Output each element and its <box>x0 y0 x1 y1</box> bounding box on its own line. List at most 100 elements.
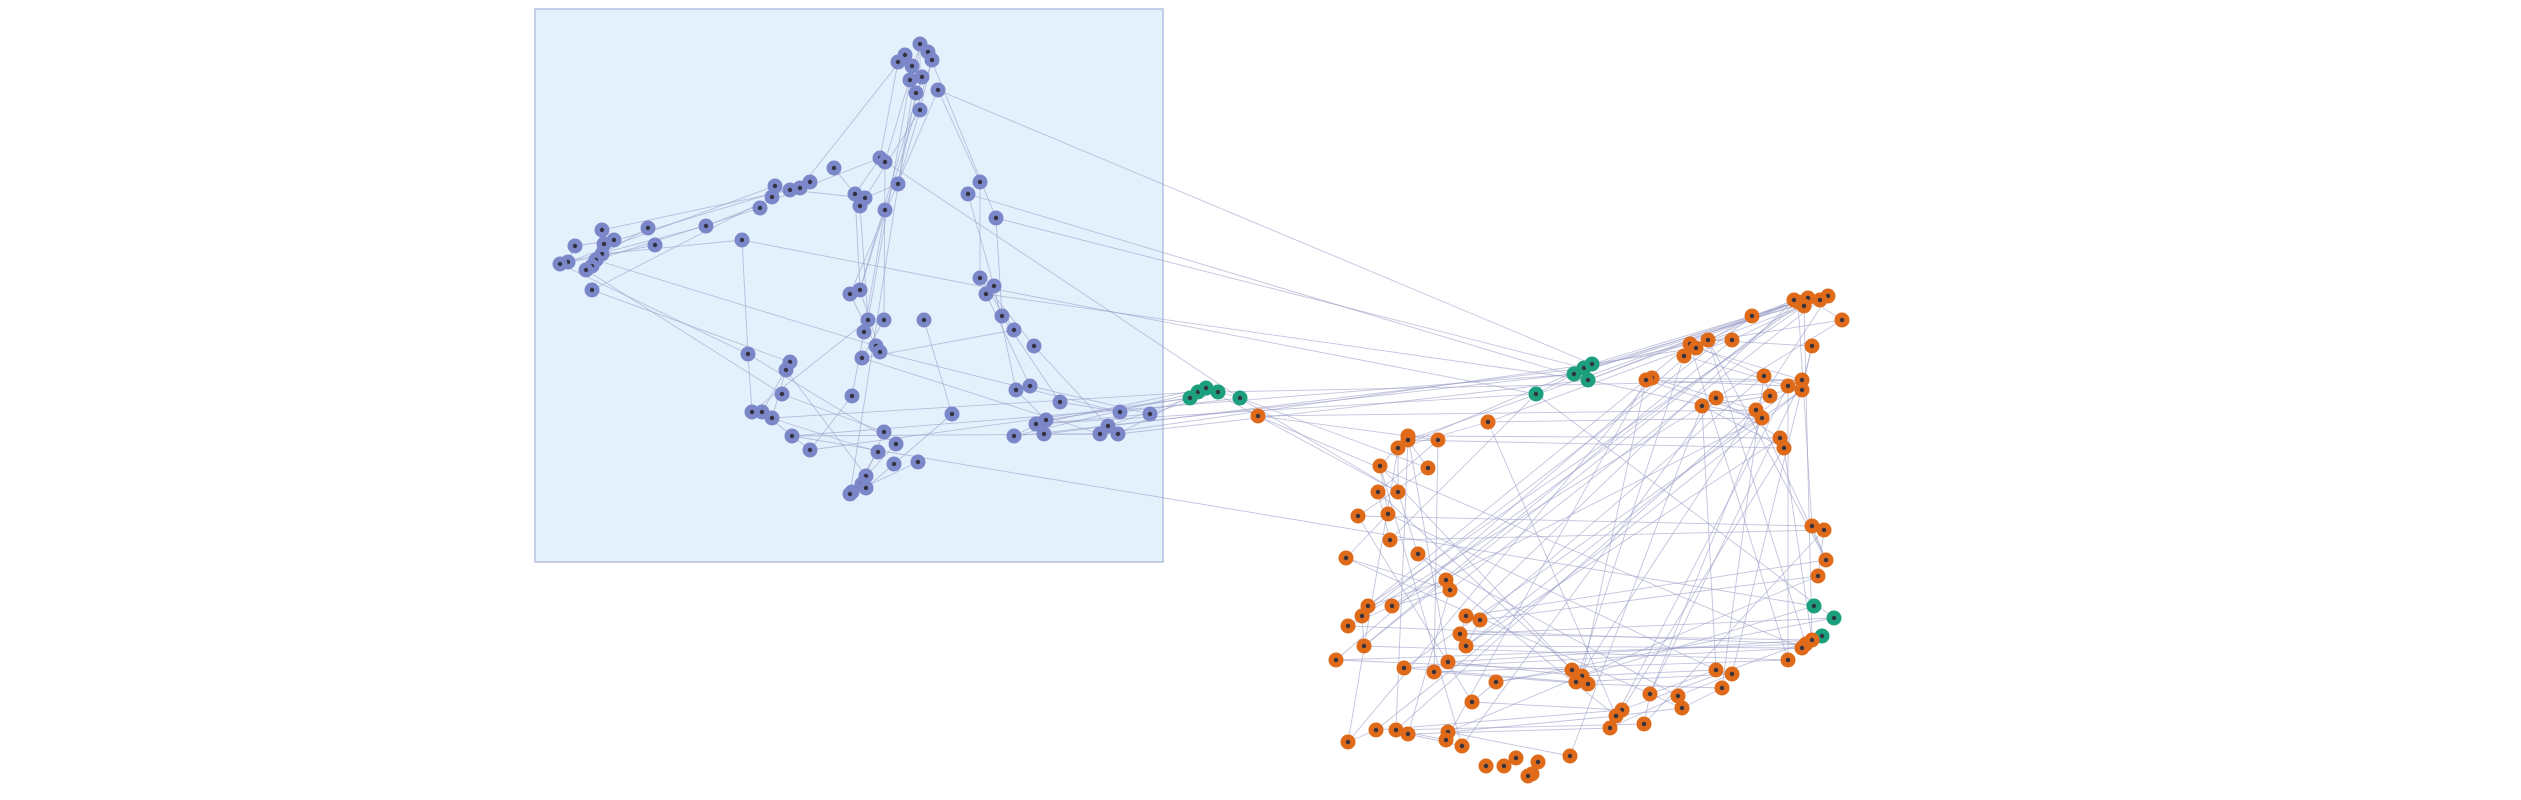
node-blue[interactable] <box>842 286 858 302</box>
node-blue[interactable] <box>852 198 868 214</box>
node-orange[interactable] <box>1488 674 1504 690</box>
node-orange[interactable] <box>1804 518 1820 534</box>
node-orange[interactable] <box>1390 484 1406 500</box>
node-orange[interactable] <box>1372 458 1388 474</box>
node-orange[interactable] <box>1430 432 1446 448</box>
node-green[interactable] <box>1232 390 1248 406</box>
node-orange[interactable] <box>1350 508 1366 524</box>
node-orange[interactable] <box>1794 640 1810 656</box>
node-orange[interactable] <box>1400 432 1416 448</box>
node-orange[interactable] <box>1388 722 1404 738</box>
node-orange[interactable] <box>1602 720 1618 736</box>
node-orange[interactable] <box>1642 686 1658 702</box>
node-green[interactable] <box>1806 598 1822 614</box>
node-blue[interactable] <box>890 54 906 70</box>
node-blue[interactable] <box>1022 378 1038 394</box>
node-blue[interactable] <box>734 232 750 248</box>
node-orange[interactable] <box>1368 722 1384 738</box>
node-blue[interactable] <box>978 286 994 302</box>
node-blue[interactable] <box>802 442 818 458</box>
node-orange[interactable] <box>1780 652 1796 668</box>
node-orange[interactable] <box>1480 414 1496 430</box>
node-orange[interactable] <box>1580 676 1596 692</box>
node-blue[interactable] <box>890 176 906 192</box>
node-blue[interactable] <box>912 102 928 118</box>
node-blue[interactable] <box>886 456 902 472</box>
node-blue[interactable] <box>902 72 918 88</box>
node-orange[interactable] <box>1708 662 1724 678</box>
node-blue[interactable] <box>774 386 790 402</box>
node-blue[interactable] <box>1110 426 1126 442</box>
node-orange[interactable] <box>1340 734 1356 750</box>
node-blue[interactable] <box>858 480 874 496</box>
node-orange[interactable] <box>1520 768 1536 784</box>
node-green[interactable] <box>1198 380 1214 396</box>
node-orange[interactable] <box>1356 638 1372 654</box>
node-blue[interactable] <box>904 58 920 74</box>
node-blue[interactable] <box>860 312 876 328</box>
node-orange[interactable] <box>1562 748 1578 764</box>
node-blue[interactable] <box>877 154 893 170</box>
node-orange[interactable] <box>1670 688 1686 704</box>
node-green[interactable] <box>1826 610 1842 626</box>
node-orange[interactable] <box>1390 440 1406 456</box>
node-blue[interactable] <box>842 486 858 502</box>
node-blue[interactable] <box>1008 382 1024 398</box>
node-orange[interactable] <box>1780 378 1796 394</box>
node-orange[interactable] <box>1636 716 1652 732</box>
node-blue[interactable] <box>844 388 860 404</box>
node-blue[interactable] <box>640 220 656 236</box>
node-blue[interactable] <box>594 222 610 238</box>
node-orange[interactable] <box>1396 660 1412 676</box>
node-orange[interactable] <box>1744 308 1760 324</box>
node-orange[interactable] <box>1508 750 1524 766</box>
node-blue[interactable] <box>888 436 904 452</box>
node-orange[interactable] <box>1438 732 1454 748</box>
node-blue[interactable] <box>778 362 794 378</box>
node-orange[interactable] <box>1776 440 1792 456</box>
node-orange[interactable] <box>1400 726 1416 742</box>
node-orange[interactable] <box>1834 312 1850 328</box>
node-orange[interactable] <box>1694 398 1710 414</box>
node-orange[interactable] <box>1708 390 1724 406</box>
node-orange[interactable] <box>1454 738 1470 754</box>
node-orange[interactable] <box>1420 460 1436 476</box>
node-orange[interactable] <box>1804 338 1820 354</box>
node-orange[interactable] <box>1638 372 1654 388</box>
node-orange[interactable] <box>1478 758 1494 774</box>
node-orange[interactable] <box>1754 410 1770 426</box>
node-green[interactable] <box>1580 372 1596 388</box>
node-orange[interactable] <box>1472 612 1488 628</box>
node-blue[interactable] <box>764 189 780 205</box>
node-orange[interactable] <box>1724 332 1740 348</box>
node-blue[interactable] <box>606 232 622 248</box>
node-blue[interactable] <box>856 324 872 340</box>
node-blue[interactable] <box>908 85 924 101</box>
node-orange[interactable] <box>1410 546 1426 562</box>
node-orange[interactable] <box>1700 332 1716 348</box>
node-blue[interactable] <box>1028 416 1044 432</box>
node-orange[interactable] <box>1804 632 1820 648</box>
node-blue[interactable] <box>784 428 800 444</box>
node-blue[interactable] <box>647 237 663 253</box>
node-blue[interactable] <box>1026 338 1042 354</box>
node-blue[interactable] <box>876 312 892 328</box>
node-blue[interactable] <box>988 210 1004 226</box>
node-blue[interactable] <box>910 454 926 470</box>
node-blue[interactable] <box>994 308 1010 324</box>
node-blue[interactable] <box>972 270 988 286</box>
node-orange[interactable] <box>1794 382 1810 398</box>
node-green[interactable] <box>1210 384 1226 400</box>
node-blue[interactable] <box>740 346 756 362</box>
node-orange[interactable] <box>1714 680 1730 696</box>
node-orange[interactable] <box>1370 484 1386 500</box>
node-blue[interactable] <box>1142 406 1158 422</box>
node-blue[interactable] <box>752 200 768 216</box>
node-orange[interactable] <box>1818 552 1834 568</box>
node-blue[interactable] <box>698 218 714 234</box>
node-blue[interactable] <box>872 344 888 360</box>
node-blue[interactable] <box>972 174 988 190</box>
node-blue[interactable] <box>960 186 976 202</box>
node-blue[interactable] <box>916 312 932 328</box>
node-blue[interactable] <box>782 182 798 198</box>
